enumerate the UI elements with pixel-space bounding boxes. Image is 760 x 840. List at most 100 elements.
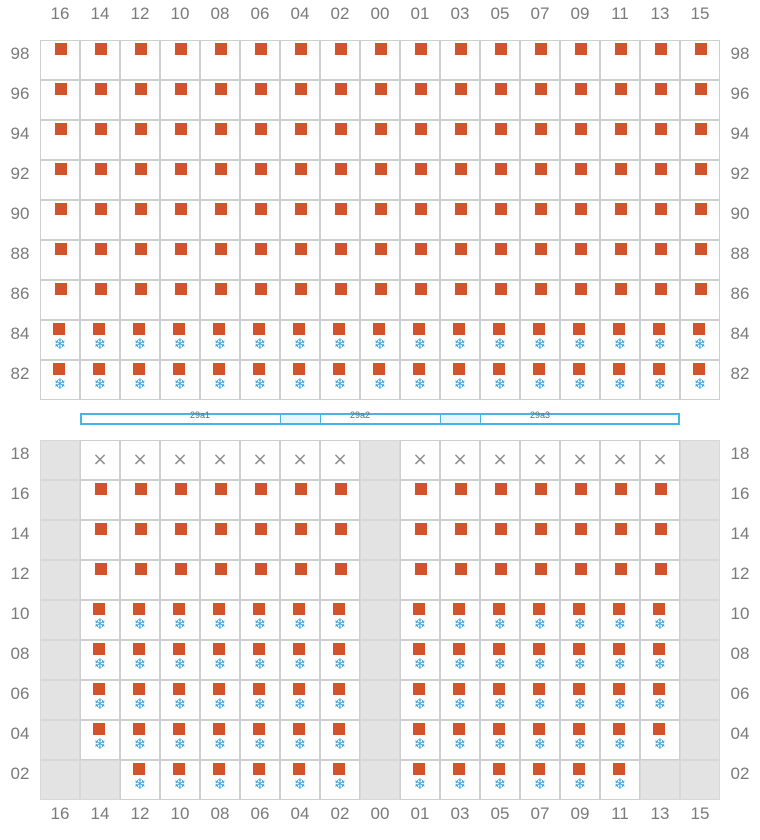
slot-cell[interactable] [680,200,720,240]
slot-cell[interactable] [640,480,680,520]
slot-cell[interactable] [160,80,200,120]
slot-cell[interactable] [160,240,200,280]
slot-cell[interactable]: × [280,440,320,480]
slot-cell[interactable] [160,480,200,520]
slot-cell[interactable] [480,160,520,200]
slot-cell[interactable] [560,80,600,120]
slot-cell[interactable]: × [600,440,640,480]
slot-cell[interactable] [40,200,80,240]
slot-cell[interactable] [320,40,360,80]
slot-cell[interactable] [560,40,600,80]
slot-cell[interactable] [440,520,480,560]
slot-cell[interactable] [400,240,440,280]
bay-label[interactable]: 29a1 [189,410,211,420]
slot-cell[interactable]: ❄ [680,320,720,360]
slot-cell[interactable]: ❄ [160,360,200,400]
slot-cell[interactable] [80,120,120,160]
slot-cell[interactable] [520,40,560,80]
slot-cell[interactable] [120,160,160,200]
slot-cell[interactable] [640,240,680,280]
slot-cell[interactable]: ❄ [320,320,360,360]
slot-cell[interactable]: ❄ [560,320,600,360]
slot-cell[interactable] [240,480,280,520]
slot-cell[interactable]: ❄ [280,320,320,360]
slot-cell[interactable]: ❄ [480,760,520,800]
slot-cell[interactable]: ❄ [520,360,560,400]
slot-cell[interactable] [520,560,560,600]
slot-cell[interactable] [120,480,160,520]
slot-cell[interactable]: ❄ [240,600,280,640]
slot-cell[interactable]: × [160,440,200,480]
slot-cell[interactable] [480,280,520,320]
slot-cell[interactable] [400,200,440,240]
slot-cell[interactable] [80,480,120,520]
slot-cell[interactable] [80,200,120,240]
slot-cell[interactable] [600,200,640,240]
slot-cell[interactable] [200,80,240,120]
slot-cell[interactable] [440,200,480,240]
slot-cell[interactable] [40,120,80,160]
slot-cell[interactable]: ❄ [240,680,280,720]
slot-cell[interactable] [360,280,400,320]
slot-cell[interactable]: ❄ [160,600,200,640]
slot-cell[interactable] [560,240,600,280]
slot-cell[interactable]: ❄ [520,720,560,760]
slot-cell[interactable] [320,240,360,280]
slot-cell[interactable] [400,280,440,320]
slot-cell[interactable] [120,280,160,320]
slot-cell[interactable]: ❄ [640,680,680,720]
slot-cell[interactable]: ❄ [80,600,120,640]
slot-cell[interactable] [320,280,360,320]
slot-cell[interactable] [560,160,600,200]
slot-cell[interactable]: ❄ [600,640,640,680]
slot-cell[interactable] [40,160,80,200]
slot-cell[interactable] [120,120,160,160]
slot-cell[interactable] [640,280,680,320]
slot-cell[interactable] [600,520,640,560]
slot-cell[interactable]: ❄ [320,760,360,800]
slot-cell[interactable]: ❄ [160,680,200,720]
slot-cell[interactable] [320,120,360,160]
slot-cell[interactable]: ❄ [240,320,280,360]
slot-cell[interactable]: ❄ [680,360,720,400]
slot-cell[interactable] [160,120,200,160]
slot-cell[interactable] [240,280,280,320]
slot-cell[interactable] [240,520,280,560]
slot-cell[interactable]: ❄ [120,680,160,720]
slot-cell[interactable] [520,480,560,520]
slot-cell[interactable] [600,480,640,520]
slot-cell[interactable] [480,200,520,240]
slot-cell[interactable] [360,240,400,280]
slot-cell[interactable] [560,480,600,520]
slot-cell[interactable] [680,240,720,280]
slot-cell[interactable] [520,160,560,200]
slot-cell[interactable] [240,120,280,160]
slot-cell[interactable] [80,40,120,80]
slot-cell[interactable] [280,80,320,120]
slot-cell[interactable] [200,280,240,320]
slot-cell[interactable] [280,480,320,520]
slot-cell[interactable] [600,160,640,200]
slot-cell[interactable] [320,560,360,600]
slot-cell[interactable]: ❄ [200,320,240,360]
slot-cell[interactable] [40,40,80,80]
slot-cell[interactable] [640,200,680,240]
slot-cell[interactable] [40,80,80,120]
slot-cell[interactable] [120,520,160,560]
slot-cell[interactable] [120,40,160,80]
slot-cell[interactable] [160,200,200,240]
slot-cell[interactable]: ❄ [440,720,480,760]
slot-cell[interactable]: ❄ [520,760,560,800]
slot-cell[interactable] [320,160,360,200]
slot-cell[interactable] [640,120,680,160]
slot-cell[interactable] [80,160,120,200]
slot-cell[interactable]: ❄ [600,360,640,400]
slot-cell[interactable] [200,520,240,560]
slot-cell[interactable] [240,80,280,120]
slot-cell[interactable] [440,240,480,280]
slot-cell[interactable]: ❄ [640,320,680,360]
slot-cell[interactable]: ❄ [600,680,640,720]
slot-cell[interactable] [400,120,440,160]
slot-cell[interactable]: × [200,440,240,480]
slot-cell[interactable]: ❄ [400,680,440,720]
